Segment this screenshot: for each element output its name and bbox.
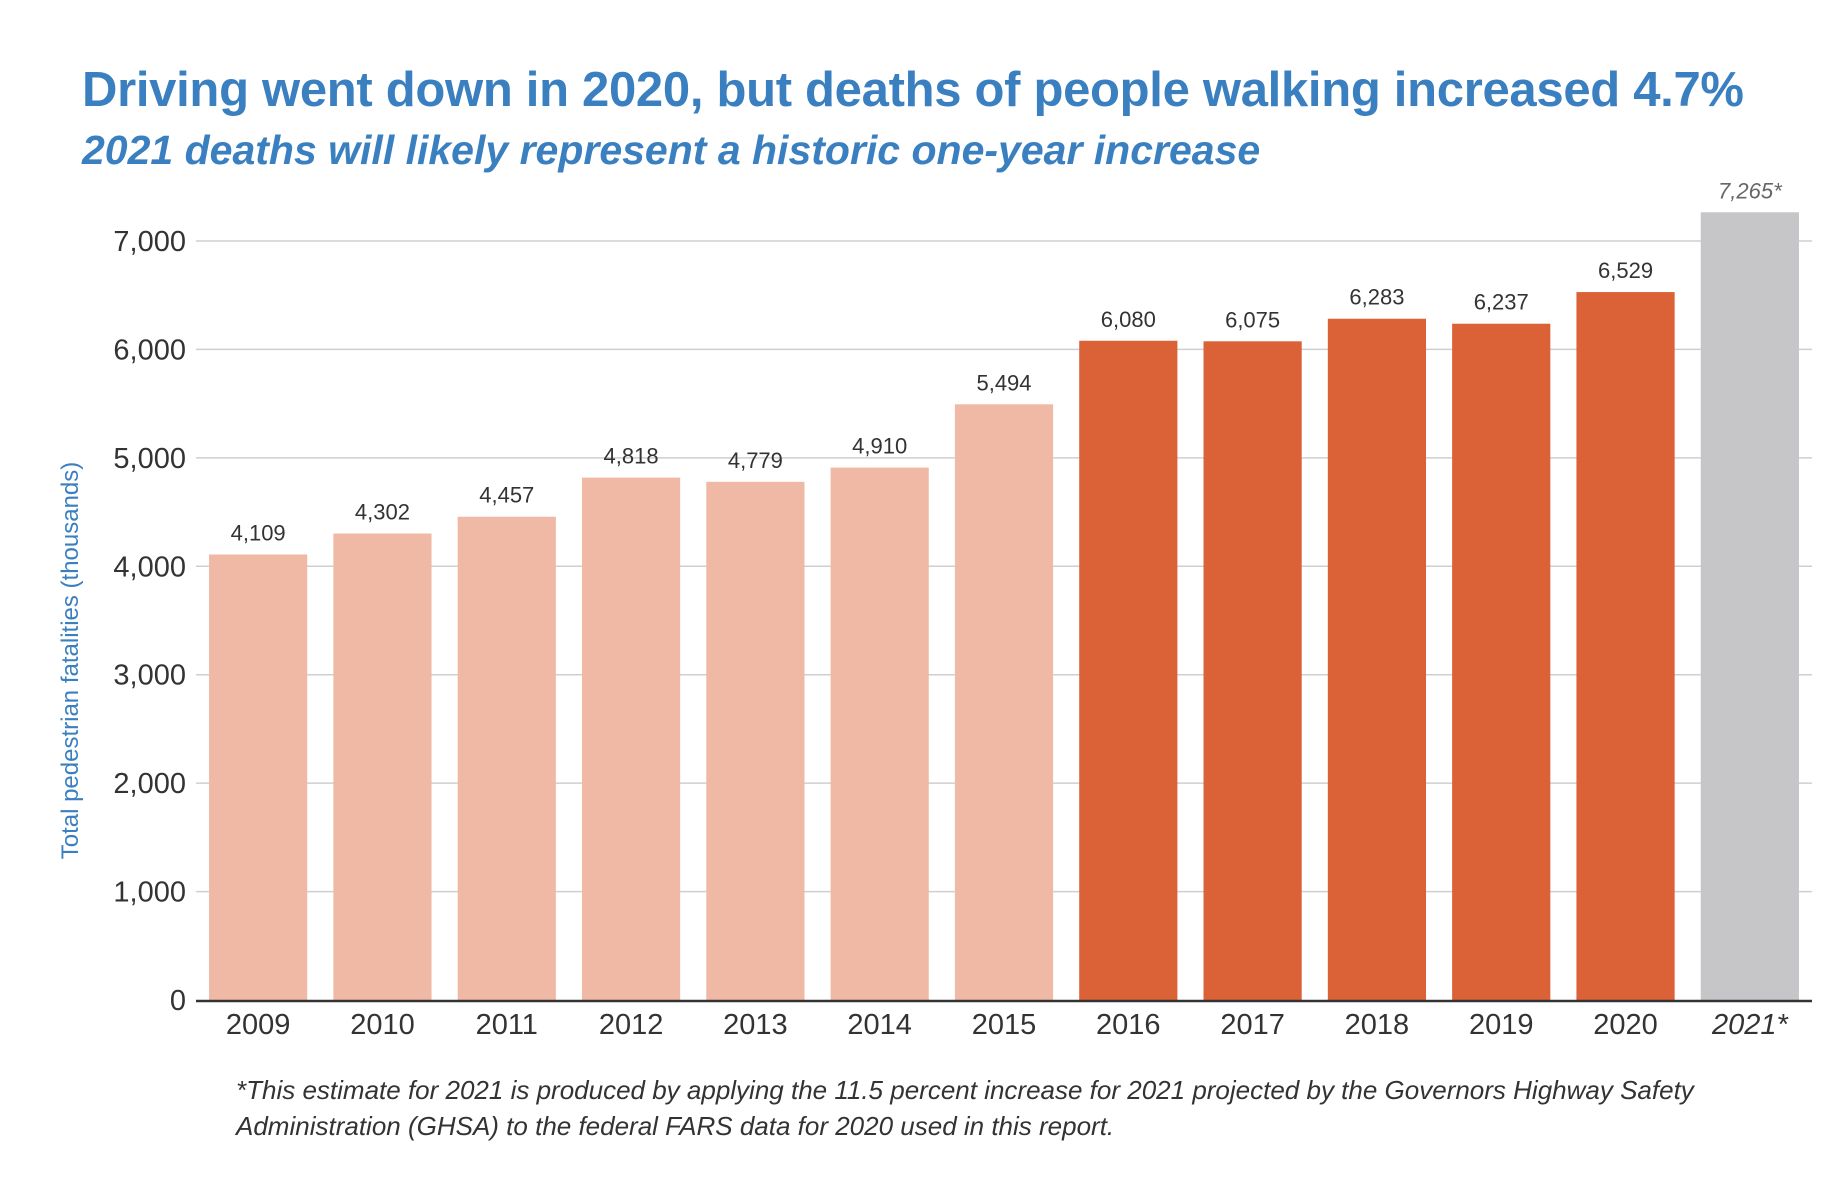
data-label: 4,109 <box>231 520 286 545</box>
data-label: 4,457 <box>479 483 534 508</box>
x-tick-label: 2013 <box>723 1009 788 1041</box>
x-tick-label: 2021* <box>1711 1009 1790 1041</box>
y-tick-label: 6,000 <box>113 334 186 366</box>
data-label: 6,075 <box>1225 307 1280 332</box>
x-tick-label: 2017 <box>1220 1009 1285 1041</box>
data-label: 5,494 <box>976 370 1031 395</box>
footnote: *This estimate for 2021 is produced by a… <box>236 1075 1694 1141</box>
x-tick-label: 2012 <box>599 1009 664 1041</box>
x-tick-label: 2019 <box>1469 1009 1534 1041</box>
bar <box>333 533 432 1000</box>
x-tick-label: 2009 <box>226 1009 291 1041</box>
x-tick-label: 2010 <box>350 1009 415 1041</box>
y-tick-label: 2,000 <box>113 768 186 800</box>
bar <box>1576 292 1675 1001</box>
x-tick-label: 2015 <box>972 1009 1037 1041</box>
bar <box>1079 340 1178 1000</box>
x-tick-label: 2018 <box>1345 1009 1410 1041</box>
bar <box>1327 318 1427 1000</box>
data-label: 6,529 <box>1598 258 1653 283</box>
y-axis-label: Total pedestrian fatalities (thousands) <box>57 462 84 860</box>
bar <box>581 477 681 1000</box>
x-axis-labels: 2009 2010 2011 2012 2013 2014 2015 2016 2017 2018… <box>226 1009 1790 1041</box>
data-label: 4,818 <box>604 444 659 469</box>
bar <box>1700 212 1799 1001</box>
x-tick-label: 2020 <box>1593 1009 1658 1041</box>
data-label: 6,283 <box>1349 285 1404 310</box>
bar <box>209 554 308 1000</box>
y-tick-label: 7,000 <box>113 226 186 258</box>
chart-title: Driving went down in 2020, but deaths of… <box>82 63 1744 117</box>
bar <box>457 516 556 1000</box>
y-tick-label: 3,000 <box>113 660 186 692</box>
x-tick-label: 2011 <box>476 1009 538 1041</box>
bar <box>954 404 1054 1000</box>
y-tick-label: 0 <box>170 985 186 1017</box>
y-axis-ticks: 0 1,000 2,000 3,000 4,000 5,000 6,000 7,000 <box>113 226 186 1017</box>
y-tick-label: 5,000 <box>113 443 186 475</box>
data-labels: 4,109 4,302 4,457 4,818 4,779 4,910 5,494 6,080… <box>231 178 1783 545</box>
bar <box>830 467 929 1000</box>
data-label: 4,910 <box>852 434 907 459</box>
chart-subtitle: 2021 deaths will likely represent a hist… <box>82 127 1261 173</box>
bar <box>706 481 805 1001</box>
data-label: 6,080 <box>1101 307 1156 332</box>
x-tick-label: 2016 <box>1096 1009 1161 1041</box>
y-tick-label: 1,000 <box>113 877 186 909</box>
data-label: 4,779 <box>728 448 783 473</box>
data-label: 7,265* <box>1718 178 1783 203</box>
bar <box>1452 323 1551 1001</box>
x-tick-label: 2014 <box>847 1009 912 1041</box>
bars <box>209 212 1799 1001</box>
y-tick-label: 4,000 <box>113 551 186 583</box>
data-label: 4,302 <box>355 500 410 525</box>
data-label: 6,237 <box>1474 290 1529 315</box>
bar <box>1203 341 1302 1001</box>
